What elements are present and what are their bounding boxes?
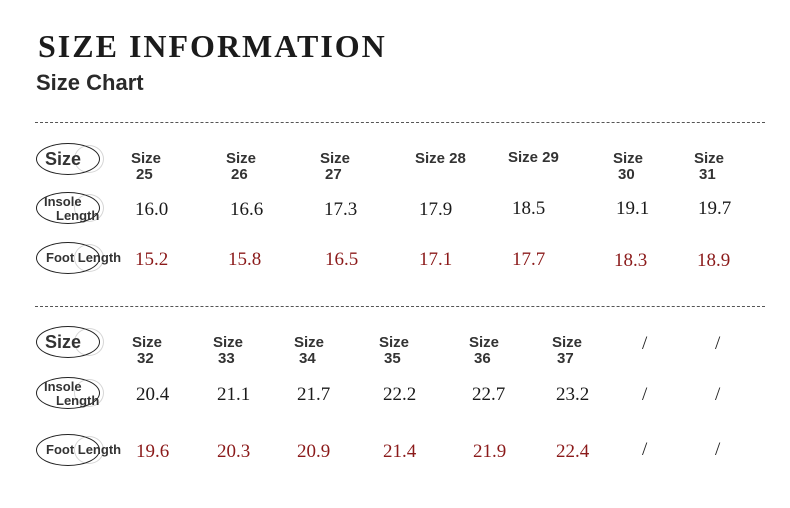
size-header: Size 32 [132,334,163,367]
size-header: Size 37 [552,334,583,367]
empty-mark: / [642,439,648,460]
insole-line-2: Length [56,393,100,408]
divider-middle [35,306,765,307]
page-title: SIZE INFORMATION [38,28,387,64]
foot-length-value: 21.4 [383,441,417,462]
foot-length-value: 21.9 [473,441,507,462]
size-header: Size 35 [379,334,410,367]
insole-value: 16.0 [135,199,169,220]
insole-value: 23.2 [556,384,590,405]
foot-length-value: 19.6 [136,441,170,462]
size-header: Size 26 [226,150,257,183]
insole-value: 19.7 [698,198,732,219]
empty-mark: / [642,384,648,405]
label-oval [36,143,100,175]
size-header: Size 25 [131,150,162,183]
row-label-insole-text: Insole Length [44,195,99,223]
size-header: Size 29 [508,149,559,166]
insole-value: 17.3 [324,199,358,220]
label-oval [36,377,100,409]
size-header: Size 27 [320,150,351,183]
label-oval [36,434,100,466]
size-header: Size 31 [694,150,725,183]
size-header: Size 34 [294,334,325,367]
row-label-foot-text: Foot Length [46,442,122,457]
empty-mark: / [642,333,648,354]
row-label-foot-text: Foot Length [46,250,122,265]
insole-line-1: Insole [44,379,82,394]
foot-length-value: 20.9 [297,441,331,462]
insole-line-2: Length [56,208,100,223]
size-header: Size 33 [213,334,244,367]
label-oval [36,192,100,224]
insole-value: 21.1 [217,384,251,405]
foot-length-value: 15.8 [228,249,262,270]
row-label-insole-text: Insole Length [44,380,99,408]
foot-length-value: 22.4 [556,441,590,462]
size-header: Size 36 [469,334,500,367]
foot-length-value: 18.9 [697,250,731,271]
insole-value: 19.1 [616,198,650,219]
row-label-size-text: Size [45,332,82,352]
insole-value: 16.6 [230,199,264,220]
empty-mark: / [715,439,721,460]
size-header: Size 28 [415,150,466,167]
insole-value: 18.5 [512,198,546,219]
label-oval [36,242,100,274]
insole-value: 20.4 [136,384,170,405]
foot-length-value: 17.7 [512,249,546,270]
insole-value: 22.2 [383,384,417,405]
divider-top [35,122,765,123]
foot-length-value: 20.3 [217,441,251,462]
page-subtitle: Size Chart [36,70,144,95]
empty-mark: / [715,333,721,354]
insole-line-1: Insole [44,194,82,209]
insole-value: 22.7 [472,384,506,405]
row-label-size-text: Size [45,149,82,169]
insole-value: 17.9 [419,199,453,220]
foot-length-value: 18.3 [614,250,648,271]
foot-length-value: 16.5 [325,249,359,270]
foot-length-value: 15.2 [135,249,169,270]
empty-mark: / [715,384,721,405]
insole-value: 21.7 [297,384,331,405]
foot-length-value: 17.1 [419,249,453,270]
label-oval [36,326,100,358]
size-header: Size 30 [613,150,644,183]
